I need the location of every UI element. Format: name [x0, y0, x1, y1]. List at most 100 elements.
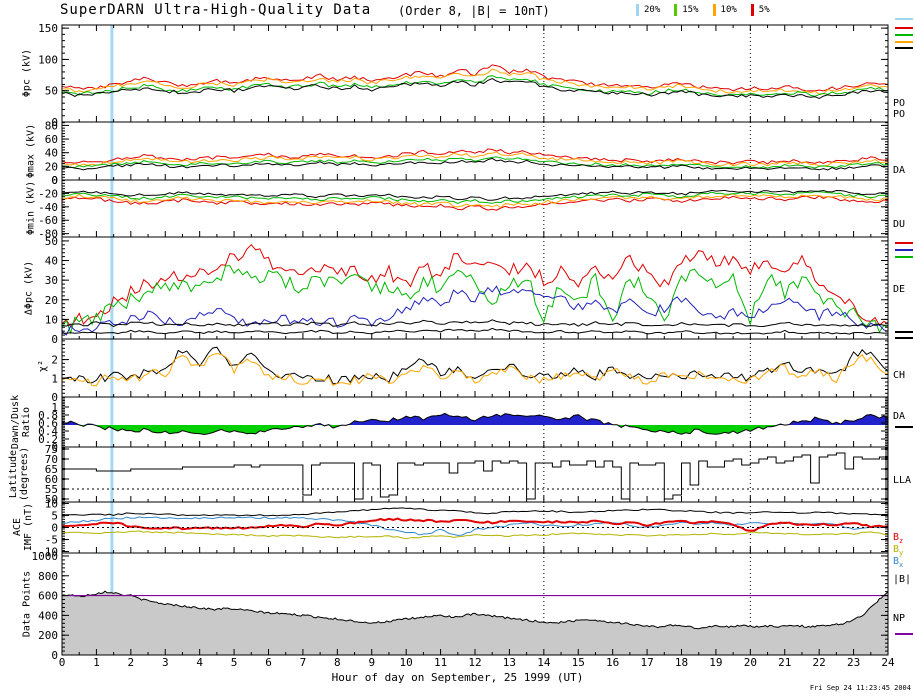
right-label-po: PO: [893, 109, 906, 120]
series-n-points: [61, 590, 889, 630]
y-tick-label: -5: [45, 534, 58, 547]
error-threshold-legend: 20% 15% 10% 5%: [636, 3, 770, 17]
y-axis-title-pc-potential: Φpc (kV): [21, 48, 33, 98]
series-green: [61, 265, 889, 335]
y-tick-label: 20: [45, 294, 58, 307]
x-axis-title: Hour of day on September, 25 1999 (UT): [331, 671, 584, 684]
x-tick-label: 0: [59, 656, 66, 669]
render-timestamp: Fri Sep 24 11:23:45 2004: [809, 684, 911, 692]
x-tick-label: 4: [196, 656, 203, 669]
x-tick-label: 23: [847, 656, 860, 669]
x-tick-label: 19: [709, 656, 722, 669]
y-tick-label: 40: [45, 255, 58, 268]
y-tick-label: 1: [51, 372, 58, 385]
dusk-fill: [62, 425, 888, 435]
y-axis-title-phi-max: Φmax (kV): [25, 123, 37, 179]
series-20%: [61, 189, 889, 201]
y-tick-label: 80: [45, 119, 58, 132]
legend-swatch-icon: [712, 4, 716, 16]
series-5%: [61, 64, 889, 92]
dawn-fill: [62, 413, 888, 425]
x-tick-label: 18: [675, 656, 688, 669]
y-tick-label: 1000: [32, 550, 59, 563]
x-tick-label: 13: [503, 656, 516, 669]
series-blue: [61, 285, 889, 336]
series-ratio: [61, 412, 889, 436]
y-tick-label: 600: [38, 590, 58, 603]
x-tick-label: 15: [572, 656, 585, 669]
y-tick-label: 0: [51, 174, 58, 187]
series-By: [61, 530, 889, 540]
y-tick-label: 0: [51, 333, 58, 346]
y-tick-label: 60: [45, 473, 58, 486]
right-label-by: By: [893, 544, 904, 557]
y-tick-label: 70: [45, 453, 58, 466]
y-tick-label: 0: [51, 174, 58, 187]
x-tick-label: 20: [744, 656, 757, 669]
y-tick-label: 20: [45, 160, 58, 173]
right-label-lla: LLA: [893, 475, 912, 486]
x-tick-label: 21: [778, 656, 791, 669]
right-label-du: DU: [893, 219, 906, 230]
y-tick-label: 0.4: [38, 425, 58, 438]
x-tick-label: 14: [537, 656, 551, 669]
series-|B|: [61, 507, 889, 517]
x-tick-label: 6: [265, 656, 272, 669]
panel-frame-phi_max: [61, 121, 889, 181]
series-Bz: [61, 517, 889, 532]
y-tick-label: 0.8: [38, 409, 58, 422]
y-tick-label: -80: [38, 228, 58, 241]
x-tick-label: 3: [162, 656, 169, 669]
series-orange: [61, 352, 889, 387]
series-5%: [61, 148, 889, 165]
x-tick-label: 22: [813, 656, 826, 669]
y-axis-title-ace-imf: ACE IMF (nT): [12, 502, 34, 552]
series-15%: [61, 191, 889, 205]
y-tick-label: 50: [45, 85, 58, 98]
plot-subtitle: (Order 8, |B| = 10nT): [398, 4, 550, 18]
y-tick-label: 0: [51, 391, 58, 404]
y-tick-label: -10: [38, 546, 58, 559]
legend-item: 10%: [712, 4, 737, 16]
y-tick-label: 50: [45, 235, 58, 248]
y-tick-label: 0.6: [38, 417, 58, 430]
x-tick-label: 10: [400, 656, 413, 669]
x-tick-label: 11: [434, 656, 447, 669]
right-label-de: DE: [893, 284, 906, 295]
y-axis-title-dawn-dusk: Dawn/Dusk Ratio: [10, 394, 32, 450]
right-label-ch: CH: [893, 370, 906, 381]
panel-frame-latitude: [61, 446, 889, 503]
legend-swatch-icon: [674, 4, 678, 16]
right-label-b: |B|: [893, 574, 912, 585]
legend-label: 10%: [720, 5, 737, 15]
y-tick-label: -60: [38, 214, 58, 227]
x-tick-label: 24: [881, 656, 895, 669]
right-label-da: DA: [893, 165, 906, 176]
y-tick-label: 65: [45, 463, 58, 476]
y-tick-label: 0: [51, 116, 58, 129]
y-tick-label: -20: [38, 187, 58, 200]
y-tick-label: 75: [45, 443, 58, 456]
y-tick-label: -40: [38, 201, 58, 214]
legend-swatch-icon: [636, 4, 639, 16]
x-tick-label: 1: [93, 656, 100, 669]
x-tick-label: 17: [640, 656, 653, 669]
y-axis-title-data-points: Data Points: [21, 570, 33, 638]
x-tick-label: 2: [128, 656, 135, 669]
series-10%: [61, 151, 889, 167]
y-tick-label: 400: [38, 609, 58, 622]
data-points-area: [62, 591, 888, 655]
panel-frame-chi_squared: [61, 338, 889, 398]
series-20%: [61, 78, 889, 100]
y-tick-label: 150: [38, 22, 58, 35]
x-tick-label: 5: [231, 656, 238, 669]
y-tick-label: 5: [51, 509, 58, 522]
y-tick-label: 10: [45, 313, 58, 326]
y-tick-label: 800: [38, 570, 58, 583]
right-label-bz: Bz: [893, 532, 904, 545]
y-tick-label: 0.2: [38, 433, 58, 446]
y-tick-label: 2: [51, 354, 58, 367]
series-black: [61, 346, 889, 385]
y-axis-title-latitude: Latitude (degrees): [8, 446, 30, 502]
